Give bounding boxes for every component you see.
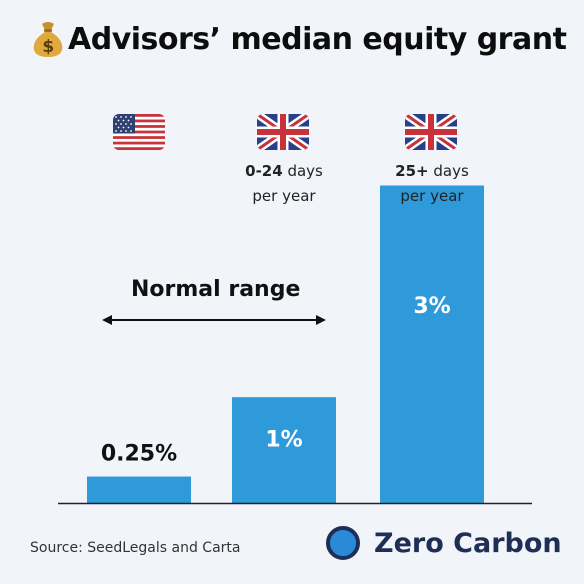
bar-value-label-3: 3% <box>413 294 450 319</box>
category-label-line2: per year <box>400 187 464 205</box>
brand-name: Zero Carbon <box>374 527 562 559</box>
uk-flag-icon <box>405 114 457 150</box>
category-label-rest: days <box>428 162 469 180</box>
category-label-line2: per year <box>252 187 316 205</box>
chart-title-text: Advisors’ median equity grant <box>68 21 567 57</box>
us-flag-icon <box>113 114 165 150</box>
bar-3 <box>380 185 484 503</box>
normal-range-label: Normal range <box>131 277 301 302</box>
svg-text:$: $ <box>42 37 53 57</box>
category-label-uk-25-plus: 25+ days per year <box>395 159 469 209</box>
source-note: Source: SeedLegals and Carta <box>30 540 241 556</box>
bar-2 <box>232 397 336 503</box>
brand: Zero Carbon <box>326 526 562 560</box>
chart-title: $ Advisors’ median equity grant <box>30 20 567 58</box>
uk-flag-icon <box>257 114 309 150</box>
category-label-uk-0-24: 0-24 days per year <box>245 159 323 209</box>
brand-logo-icon <box>326 526 360 560</box>
bar-value-label-2: 1% <box>265 427 302 452</box>
bar-value-label-1: 0.25% <box>101 442 177 467</box>
money-bag-icon: $ <box>33 22 63 57</box>
category-label-bold: 0-24 <box>245 162 283 180</box>
bar-1 <box>87 476 191 503</box>
category-label-bold: 25+ <box>395 162 429 180</box>
double-arrow-icon <box>102 315 326 325</box>
category-label-rest: days <box>282 162 323 180</box>
